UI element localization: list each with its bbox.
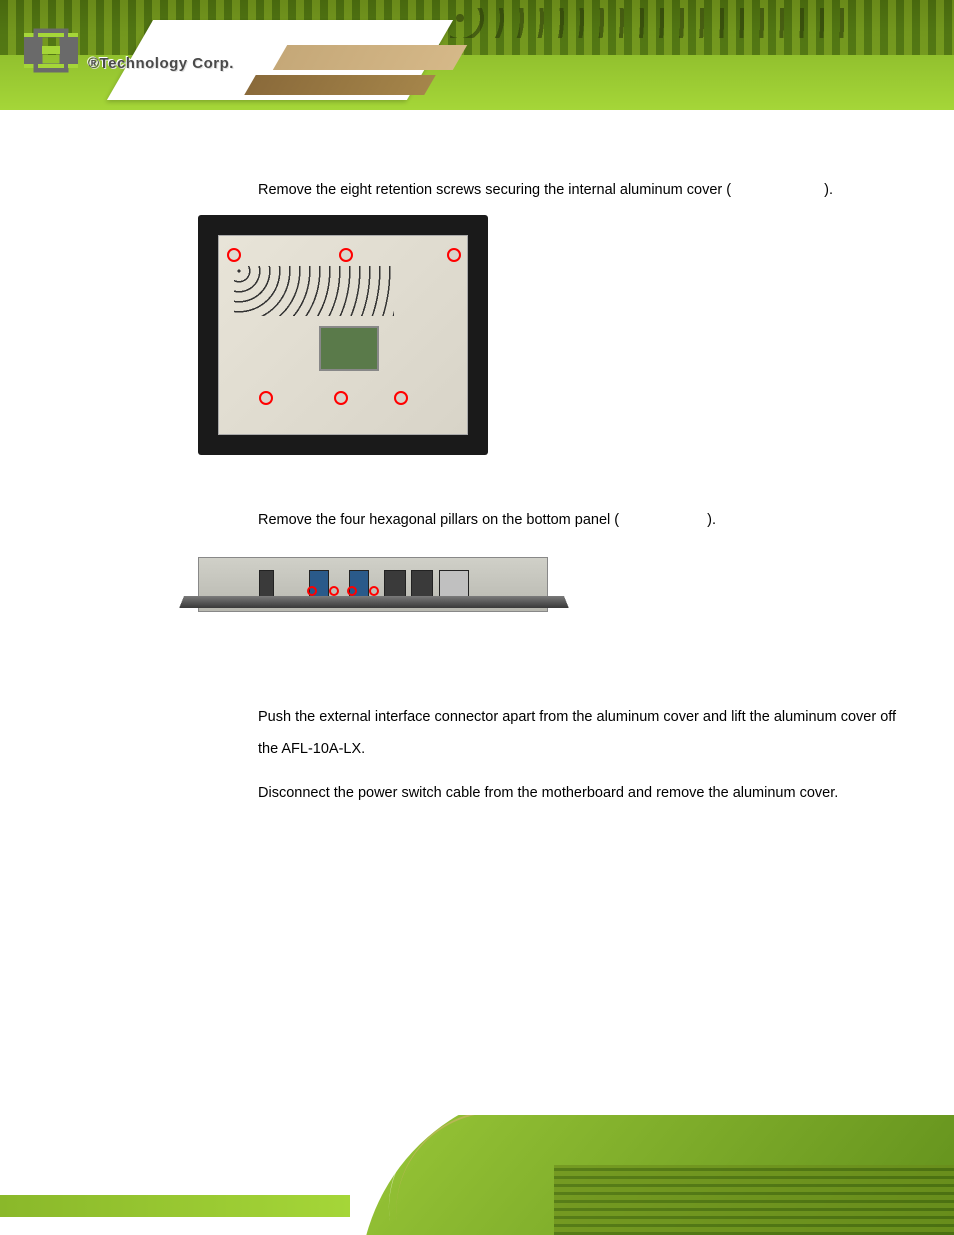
logo: [22, 28, 82, 73]
diagonal-stripe: [273, 45, 467, 70]
chip-module: [319, 326, 379, 371]
main-content: Remove the eight retention screws securi…: [258, 175, 898, 817]
step-text-end: ).: [707, 512, 716, 528]
step-2-text: Remove the four hexagonal pillars on the…: [258, 505, 898, 537]
screw-marker: [334, 391, 348, 405]
step-1-text: Remove the eight retention screws securi…: [258, 175, 898, 207]
footer-banner: [0, 1115, 954, 1235]
step-4-text: Disconnect the power switch cable from t…: [258, 778, 898, 810]
header-banner: ®Technology Corp.: [0, 0, 954, 110]
ventilation-holes: [234, 266, 394, 316]
screw-marker: [227, 248, 241, 262]
figure-2: [198, 557, 548, 647]
panel-edge: [179, 596, 568, 608]
step-text-end: ).: [824, 182, 833, 198]
aluminum-panel: [218, 235, 468, 435]
hex-pillar-marker: [347, 586, 357, 596]
diagonal-stripe: [244, 75, 436, 95]
pcb-dots: [450, 8, 850, 38]
hex-pillar-marker: [329, 586, 339, 596]
bottom-panel: [198, 557, 548, 612]
logo-icon: [22, 28, 82, 73]
hex-pillar-marker: [307, 586, 317, 596]
step-text-part: Remove the four hexagonal pillars on the…: [258, 512, 619, 528]
step-text-part: Remove the eight retention screws securi…: [258, 182, 731, 198]
footer-green-bar: [0, 1195, 350, 1217]
hex-pillar-marker: [369, 586, 379, 596]
figure-1: [198, 215, 488, 455]
screw-marker: [259, 391, 273, 405]
screw-marker: [447, 248, 461, 262]
screw-marker: [394, 391, 408, 405]
brand-text: ®Technology Corp.: [88, 55, 234, 72]
step-3-text: Push the external interface connector ap…: [258, 702, 898, 766]
screw-marker: [339, 248, 353, 262]
